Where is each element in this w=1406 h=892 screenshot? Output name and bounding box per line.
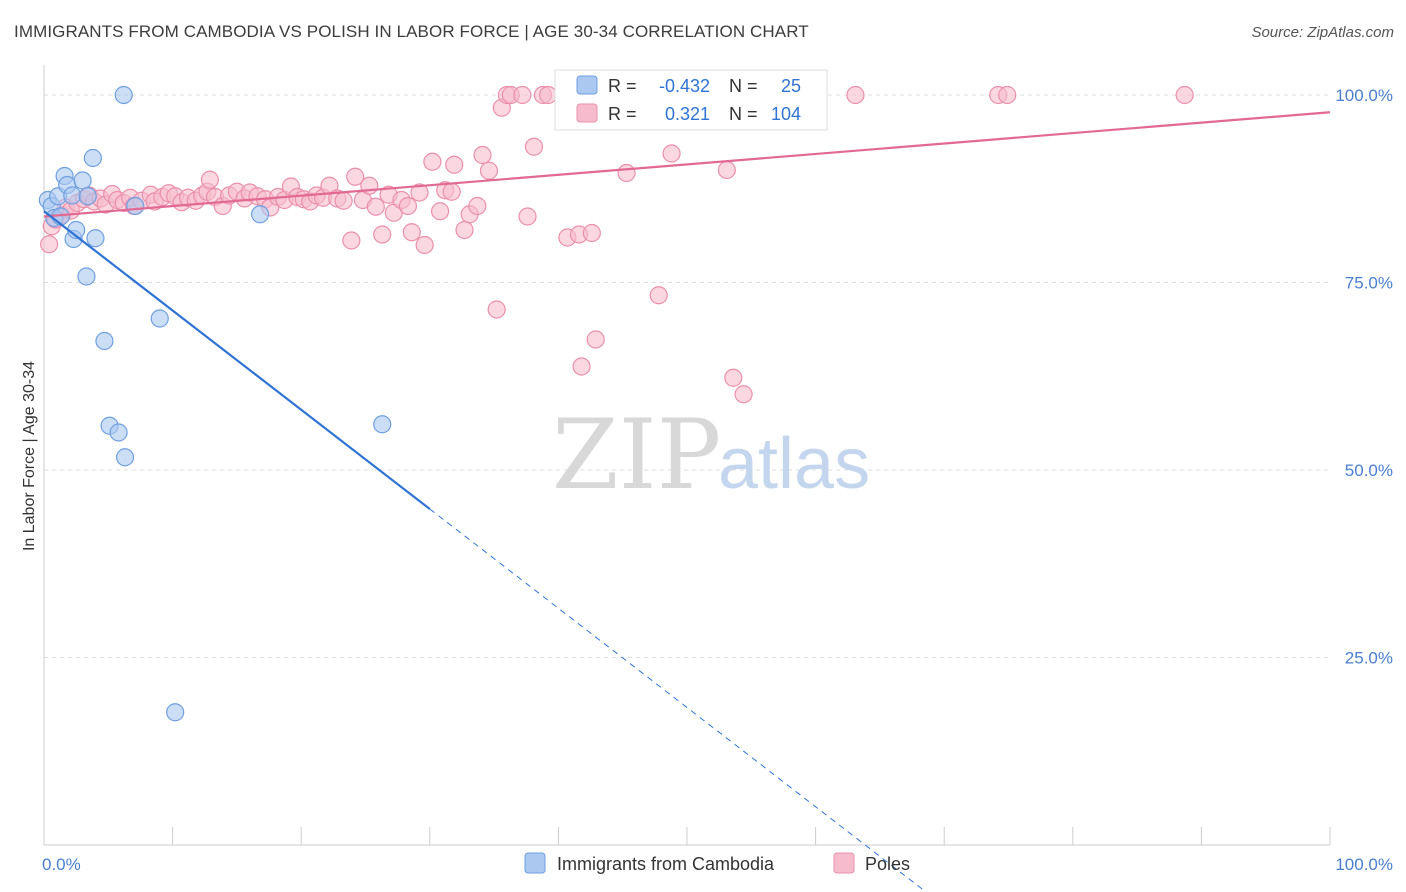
poles-point — [445, 155, 464, 174]
cambodia-point — [166, 703, 185, 722]
poles-point — [366, 197, 385, 216]
poles-point — [846, 85, 865, 105]
cambodia-point — [373, 415, 392, 434]
poles-point — [717, 160, 736, 180]
cambodia-trend-extension — [429, 508, 927, 892]
poles-point — [524, 137, 544, 156]
cambodia-trend-line — [43, 210, 431, 510]
watermark: ZIP atlas — [552, 399, 870, 511]
poles-point — [582, 223, 601, 243]
poles-point — [200, 170, 219, 189]
legend-label-poles[interactable]: Poles — [865, 854, 910, 874]
legend-swatch-cambodia[interactable] — [524, 852, 546, 874]
poles-points — [40, 85, 1194, 404]
poles-point — [346, 167, 365, 186]
cambodia-point — [95, 331, 114, 351]
stats-r-value-cambodia: -0.432 — [659, 76, 710, 96]
poles-point — [373, 225, 392, 244]
x-tick-label: 0.0% — [42, 855, 81, 874]
cambodia-point — [126, 196, 145, 216]
poles-trend-line — [43, 111, 1331, 218]
poles-point — [334, 191, 353, 210]
poles-point — [442, 182, 461, 201]
poles-point — [415, 235, 434, 255]
poles-point — [479, 161, 499, 180]
stats-n-value-cambodia: 25 — [781, 76, 801, 96]
trend-lines — [43, 111, 1331, 892]
gridlines — [44, 94, 1330, 658]
source-credit: Source: ZipAtlas.com — [1251, 24, 1394, 41]
legend-label-cambodia[interactable]: Immigrants from Cambodia — [557, 854, 775, 874]
watermark-atlas: atlas — [718, 424, 870, 504]
stats-swatch-cambodia — [576, 75, 598, 95]
poles-point — [513, 85, 532, 105]
stats-n-value-poles: 104 — [771, 104, 801, 124]
poles-point — [649, 286, 668, 305]
chart-title: IMMIGRANTS FROM CAMBODIA VS POLISH IN LA… — [14, 22, 809, 41]
legend-swatch-poles[interactable] — [833, 852, 855, 874]
cambodia-point — [77, 267, 96, 286]
poles-point — [998, 85, 1017, 105]
poles-point — [734, 385, 753, 404]
y-tick-label: 50.0% — [1345, 461, 1393, 480]
stats-r-label-poles: R = — [608, 104, 637, 124]
cambodia-point — [73, 171, 92, 190]
stats-swatch-poles — [576, 103, 598, 123]
cambodia-point — [150, 309, 169, 328]
watermark-zip: ZIP — [552, 399, 721, 511]
stats-r-value-poles: 0.321 — [665, 104, 710, 124]
poles-point — [410, 183, 429, 202]
poles-point — [423, 152, 442, 171]
cambodia-point — [115, 448, 135, 467]
cambodia-point — [109, 423, 128, 442]
y-tick-label: 75.0% — [1345, 274, 1393, 293]
stats-n-label-cambodia: N = — [729, 76, 758, 96]
y-tick-label: 100.0% — [1335, 86, 1393, 105]
cambodia-points — [38, 85, 392, 722]
poles-point — [518, 207, 537, 226]
y-axis-title: In Labor Force | Age 30-34 — [21, 361, 38, 551]
poles-point — [398, 196, 418, 216]
poles-point — [617, 163, 636, 183]
cambodia-point — [114, 85, 133, 105]
poles-point — [487, 300, 506, 319]
x-tick-label: 100.0% — [1335, 855, 1393, 874]
poles-point — [572, 357, 591, 376]
poles-point — [473, 145, 492, 165]
poles-point — [402, 223, 421, 242]
cambodia-point — [86, 229, 105, 248]
cambodia-point — [250, 205, 270, 224]
poles-point — [40, 235, 59, 254]
legend: Immigrants from Cambodia Poles — [524, 852, 910, 874]
stats-n-label-poles: N = — [729, 104, 758, 124]
poles-point — [724, 368, 743, 387]
cambodia-point — [83, 148, 102, 168]
poles-point — [430, 202, 450, 221]
tick-labels: 25.0% 50.0% 75.0% 100.0% 0.0% 100.0% — [42, 86, 1393, 874]
cambodia-point — [78, 187, 97, 206]
y-tick-label: 25.0% — [1345, 649, 1393, 668]
poles-point — [662, 144, 681, 163]
poles-point — [342, 231, 361, 250]
poles-point — [539, 85, 558, 105]
stats-box: R = -0.432 N = 25 R = 0.321 N = 104 — [554, 69, 828, 131]
poles-point — [455, 220, 474, 240]
cambodia-point — [63, 186, 82, 205]
poles-point — [468, 196, 487, 216]
poles-point — [1175, 85, 1194, 105]
poles-point — [586, 330, 605, 349]
stats-r-label-cambodia: R = — [608, 76, 637, 96]
